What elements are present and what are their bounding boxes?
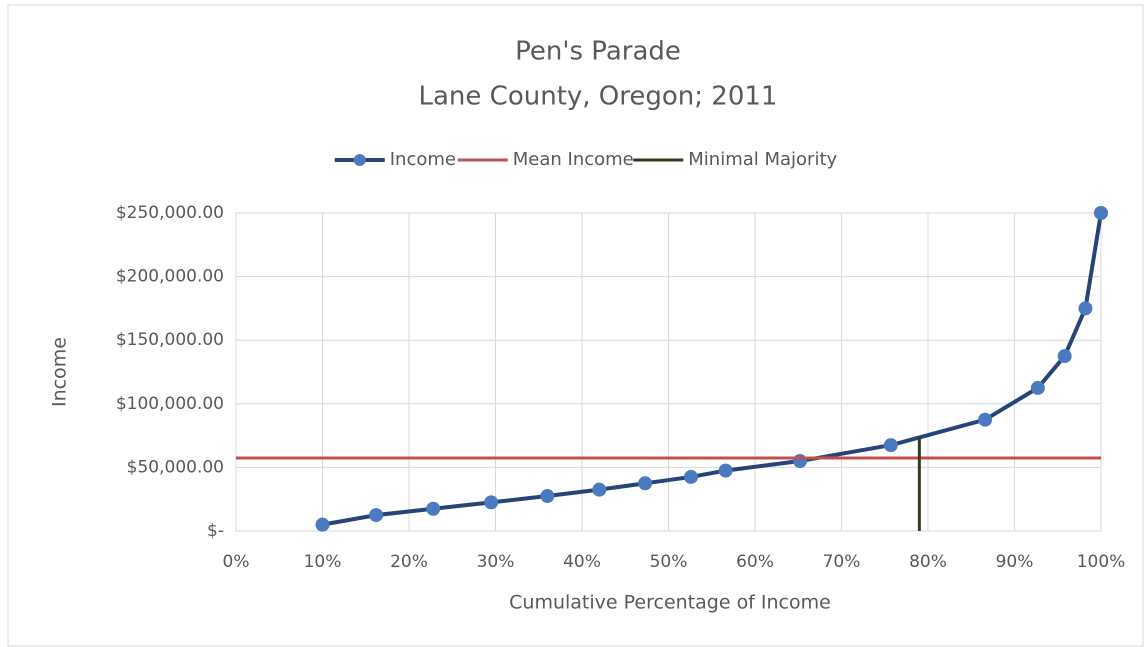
legend-label: Minimal Majority xyxy=(688,149,837,170)
y-tick-label: $50,000.00 xyxy=(127,457,224,477)
point xyxy=(683,469,698,484)
legend-label: Mean Income xyxy=(513,149,634,170)
legend-label: Income xyxy=(390,149,456,170)
y-tick-label: $200,000.00 xyxy=(116,267,224,287)
point xyxy=(315,517,330,532)
y-tick-label: $250,000.00 xyxy=(116,203,224,223)
point xyxy=(638,476,653,491)
x-axis-label: Cumulative Percentage of Income xyxy=(509,592,831,614)
x-tick-label: 60% xyxy=(736,552,774,572)
point xyxy=(1030,380,1045,395)
y-tick-label: $150,000.00 xyxy=(116,330,224,350)
x-tick-label: 40% xyxy=(563,552,601,572)
chart-frame xyxy=(7,4,1144,647)
y-axis-label: Income xyxy=(49,337,71,407)
x-tick-label: 70% xyxy=(823,552,861,572)
point xyxy=(484,495,499,510)
series-line xyxy=(322,212,1103,527)
chart-subtitle: Lane County, Oregon; 2011 xyxy=(419,82,778,112)
point xyxy=(978,412,993,427)
point xyxy=(1078,301,1093,316)
y-tick-label: $100,000.00 xyxy=(116,394,224,414)
point xyxy=(540,489,555,504)
x-tick-label: 90% xyxy=(996,552,1034,572)
x-tick-label: 100% xyxy=(1077,552,1126,572)
legend-marker xyxy=(353,154,366,166)
point xyxy=(1094,206,1108,220)
x-tick-label: 10% xyxy=(304,552,342,572)
point xyxy=(718,463,733,478)
y-tick-label: $- xyxy=(207,521,224,541)
x-tick-label: 30% xyxy=(477,552,515,572)
point xyxy=(792,454,807,469)
point xyxy=(369,508,384,523)
point xyxy=(1057,349,1072,364)
x-tick-label: 20% xyxy=(390,552,428,572)
chart-title: Pen's Parade xyxy=(515,37,681,67)
point xyxy=(592,482,607,497)
x-tick-label: 50% xyxy=(650,552,688,572)
x-tick-label: 0% xyxy=(223,552,250,572)
point xyxy=(426,501,441,516)
point xyxy=(883,438,898,453)
x-tick-label: 80% xyxy=(909,552,947,572)
